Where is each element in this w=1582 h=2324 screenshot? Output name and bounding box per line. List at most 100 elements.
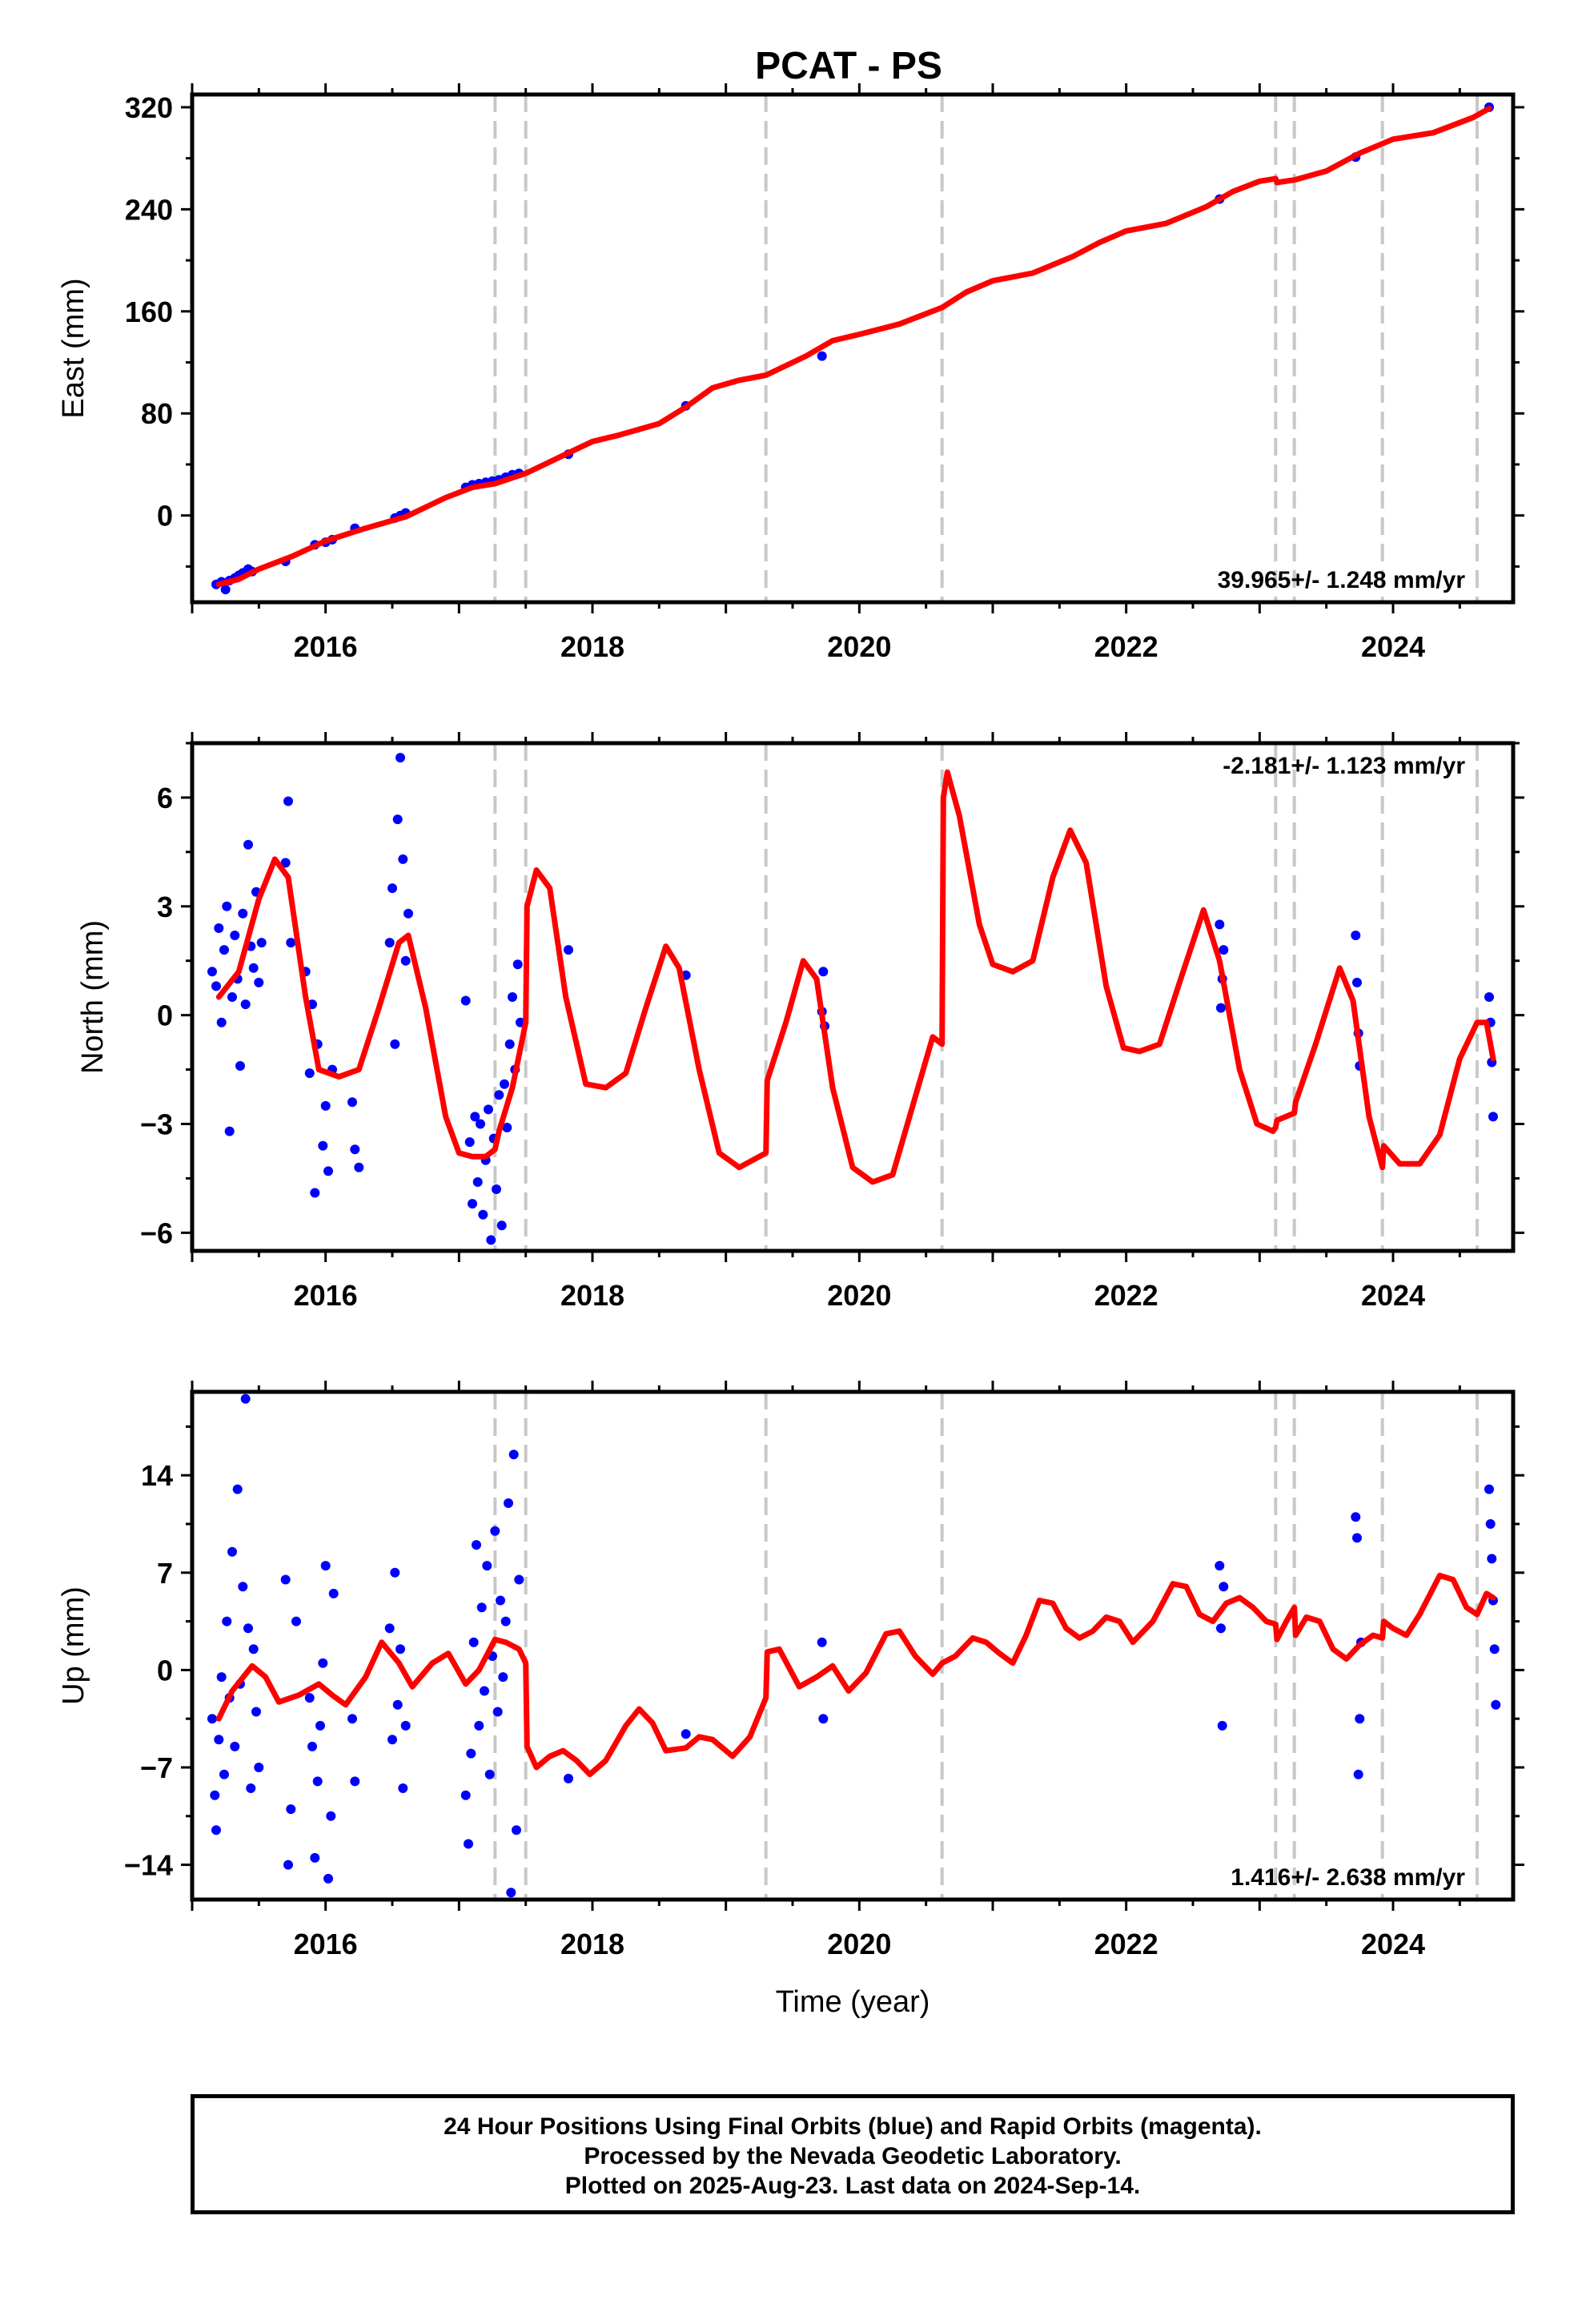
final-orbit-point (460, 1790, 471, 1800)
final-orbit-point (214, 923, 224, 933)
plot-area (211, 94, 1494, 602)
x-tick-label: 2016 (294, 630, 358, 663)
final-orbit-point (347, 1714, 357, 1724)
final-orbit-point (1352, 1533, 1362, 1543)
final-orbit-point (283, 1860, 293, 1870)
final-orbit-point (350, 1144, 360, 1155)
final-orbit-point (396, 753, 405, 763)
model-fit-line (215, 1572, 1496, 1778)
y-tick-label: 0 (157, 1654, 173, 1687)
final-orbit-point (681, 1729, 691, 1739)
final-orbit-point (243, 1623, 253, 1634)
final-orbit-point (224, 1126, 235, 1136)
final-orbit-point (390, 1567, 400, 1578)
final-orbit-point (1484, 1484, 1494, 1494)
final-orbit-point (304, 1693, 315, 1703)
velocity-rate-label: -2.181+/- 1.123 mm/yr (1223, 753, 1465, 779)
final-orbit-point (817, 351, 827, 361)
final-orbit-point (222, 901, 232, 911)
y-tick-label: 320 (125, 91, 173, 124)
final-orbit-point (404, 908, 413, 919)
final-orbit-point (350, 1776, 360, 1787)
final-orbit-point (207, 1714, 217, 1724)
final-orbit-point (254, 1763, 264, 1772)
final-orbit-point (347, 1097, 357, 1108)
y-tick-label: 160 (125, 296, 173, 328)
final-orbit-point (508, 1449, 519, 1460)
x-tick-label: 2022 (1094, 1279, 1158, 1312)
final-orbit-point (472, 1177, 483, 1187)
x-tick-label: 2024 (1361, 1279, 1425, 1312)
plot-frame (190, 741, 1516, 1253)
plot-area (207, 1392, 1501, 1900)
final-orbit-point (494, 1090, 504, 1100)
final-orbit-point (466, 1748, 476, 1759)
final-orbit-point (464, 1137, 475, 1148)
final-orbit-point (238, 908, 248, 919)
x-tick-label: 2024 (1361, 630, 1425, 663)
final-orbit-point (211, 1825, 221, 1835)
final-orbit-point (216, 1017, 227, 1027)
final-orbit-point (211, 981, 221, 991)
final-orbit-point (396, 1644, 405, 1655)
figure-title: PCAT - PS (755, 45, 942, 87)
final-orbit-point (1352, 977, 1362, 987)
final-orbit-point (1217, 1720, 1227, 1731)
x-tick-label: 2022 (1094, 1928, 1158, 1960)
final-orbit-point (476, 1119, 485, 1129)
final-orbit-point (496, 1220, 507, 1231)
final-orbit-point (354, 1162, 364, 1172)
final-orbit-point (818, 967, 829, 977)
final-orbit-point (251, 1707, 261, 1717)
footer-line-3: Plotted on 2025-Aug-23. Last data on 202… (564, 2173, 1141, 2199)
final-orbit-point (219, 1769, 229, 1779)
final-orbit-point (227, 992, 237, 1002)
footer-caption: 24 Hour Positions Using Final Orbits (bl… (191, 2094, 1515, 2214)
panels: 2016 2018 2020 2022 2024 0 80 160 240 320 East (mm… (57, 83, 1524, 2019)
final-orbit-point (219, 945, 229, 955)
final-orbit-point (474, 1720, 484, 1731)
final-orbit-point (1355, 1714, 1365, 1724)
plot-area (207, 743, 1498, 1251)
final-orbit-point (248, 1644, 259, 1655)
final-orbit-point (482, 1561, 492, 1571)
final-orbit-point (470, 1112, 480, 1122)
final-orbit-point (1489, 1644, 1500, 1655)
final-orbit-point (280, 858, 291, 868)
final-orbit-point (1353, 1769, 1363, 1779)
x-tick-label: 2020 (827, 1928, 891, 1960)
final-orbit-point (216, 1672, 227, 1683)
final-orbit-point (304, 1068, 315, 1079)
y-tick-label: 7 (157, 1557, 173, 1590)
x-axis-label: Time (year) (776, 1985, 930, 2019)
final-orbit-point (246, 1783, 256, 1793)
final-orbit-point (210, 1790, 220, 1800)
final-orbit-point (564, 1773, 573, 1783)
final-orbit-point (564, 945, 573, 955)
final-orbit-point (818, 1714, 829, 1724)
plot-frame (190, 92, 1516, 605)
final-orbit-point (222, 1616, 232, 1626)
x-tick-label: 2016 (294, 1279, 358, 1312)
final-orbit-point (398, 854, 408, 864)
panel-east: 2016 2018 2020 2022 2024 0 80 160 240 320 East (mm… (57, 83, 1524, 663)
velocity-rate-label: 39.965+/- 1.248 mm/yr (1218, 567, 1466, 593)
plot-frame (190, 1389, 1516, 1902)
final-orbit-point (1216, 1623, 1226, 1634)
final-orbit-point (392, 814, 403, 825)
x-tick-label: 2020 (827, 630, 891, 663)
final-orbit-point (240, 1393, 251, 1404)
final-orbit-point (248, 963, 259, 973)
final-orbit-point (291, 1616, 301, 1626)
y-tick-label: 80 (141, 397, 173, 430)
final-orbit-point (492, 1184, 501, 1194)
final-orbit-point (318, 1658, 328, 1668)
y-axis-label: North (mm) (76, 920, 110, 1074)
final-orbit-point (240, 999, 251, 1010)
final-orbit-point (484, 1769, 495, 1779)
final-orbit-point (384, 938, 395, 948)
final-orbit-point (1488, 1112, 1498, 1122)
y-tick-label: −3 (140, 1108, 173, 1141)
final-orbit-point (496, 1595, 505, 1606)
final-orbit-point (315, 1720, 325, 1731)
